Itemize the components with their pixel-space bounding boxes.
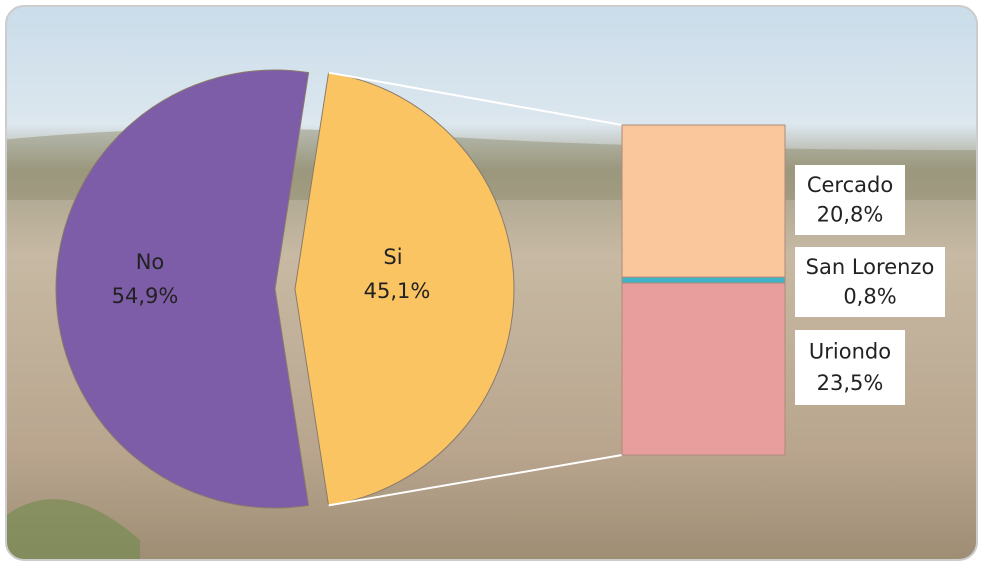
connector-line <box>328 71 623 126</box>
slice-value-label: 45,1% <box>364 279 431 303</box>
connector-line <box>328 454 623 507</box>
label-box <box>795 165 905 235</box>
segment-value-label: 20,8% <box>817 202 884 226</box>
label-box <box>795 247 945 317</box>
pie-slice <box>55 69 310 509</box>
bar-segment <box>621 276 786 284</box>
plot: No 54,9% Si 45,1% Cercado 20,8% San Lorenzo 0,8… <box>55 69 945 509</box>
legend-label: Cercado <box>807 173 893 197</box>
legend-label: Uriondo <box>809 340 891 364</box>
legend-label: San Lorenzo <box>806 255 935 279</box>
segment-value-label: 0,8% <box>843 284 896 308</box>
bar-segment <box>621 282 786 456</box>
pie-slice <box>294 72 515 506</box>
slice-value-label: 54,9% <box>112 284 179 308</box>
slice-label: No <box>136 250 165 274</box>
slice-label: Si <box>383 245 402 269</box>
bar-segment <box>621 124 786 278</box>
label-box <box>795 330 905 405</box>
frame <box>5 5 978 561</box>
segment-value-label: 23,5% <box>817 371 884 395</box>
